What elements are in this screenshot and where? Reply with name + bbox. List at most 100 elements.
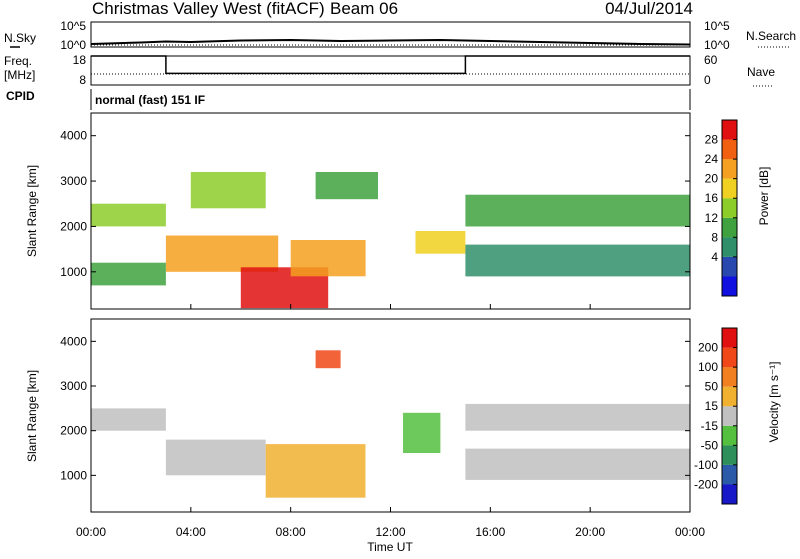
velocity-region — [165, 439, 266, 476]
velocity-colorbar-frame — [721, 327, 738, 505]
power-region — [165, 235, 279, 272]
power-colorbar-tick-label: 4 — [711, 250, 718, 264]
beam-title: Beam 06 — [330, 0, 398, 18]
velocity-colorbar-tick-label: 100 — [698, 360, 718, 374]
freq-tick-top: 18 — [73, 53, 87, 67]
velocity-colorbar-cell — [722, 464, 737, 485]
nave-label: Nave — [747, 65, 775, 79]
power-ytick-label: 4000 — [60, 129, 87, 143]
power-region — [91, 203, 166, 227]
velocity-colorbar-tick-label: -200 — [694, 477, 718, 491]
power-colorbar-cell — [722, 159, 737, 179]
power-region — [315, 172, 378, 200]
velocity-colorbar-cell — [722, 484, 737, 504]
freq-label-1: Freq. — [4, 54, 32, 68]
nsky-frame — [90, 21, 691, 48]
velocity-region — [315, 350, 341, 369]
velocity-yticks: 4000 3000 2000 1000 — [60, 334, 690, 482]
freq-label-2: [MHz] — [4, 68, 35, 82]
power-ytick-label: 1000 — [60, 265, 87, 279]
velocity-colorbar-cell — [722, 367, 737, 387]
freq-frame — [90, 55, 691, 86]
power-colorbar-cell — [722, 237, 737, 257]
x-axis-ticks: 00:00 04:00 08:00 12:00 16:00 20:00 00:00 — [76, 304, 705, 539]
velocity-colorbar-cell — [722, 406, 737, 426]
nsearch-tick-top: 10^5 — [704, 19, 730, 33]
power-yticks: 4000 3000 2000 1000 — [60, 129, 690, 279]
power-region — [415, 231, 466, 254]
x-tick-label: 20:00 — [575, 525, 605, 539]
velocity-colorbar: 200 100 50 15 -15 -50 -100 -200 — [694, 327, 738, 505]
nsearch-tick-bottom: 10^0 — [704, 38, 730, 52]
power-colorbar-tick-label: 16 — [705, 191, 719, 205]
power-colorbar-cell — [722, 120, 737, 140]
date-title: 04/Jul/2014 — [605, 0, 693, 18]
power-region — [465, 194, 690, 227]
nsky-label: N.Sky — [4, 31, 36, 45]
velocity-colorbar-tick-label: 15 — [705, 399, 719, 413]
nsky-line — [90, 38, 691, 46]
power-colorbar-tick-label: 8 — [711, 230, 718, 244]
power-region — [190, 172, 266, 209]
power-region — [91, 262, 166, 286]
power-ylabel: Slant Range [km] — [25, 165, 39, 257]
x-tick-label: 16:00 — [475, 525, 505, 539]
power-heatmap — [91, 172, 690, 309]
cpid-label: CPID — [6, 89, 35, 103]
velocity-colorbar-cell — [722, 445, 737, 465]
velocity-ytick-label: 3000 — [60, 379, 87, 393]
velocity-colorbar-tick-label: 50 — [705, 380, 719, 394]
velocity-ylabel: Slant Range [km] — [25, 370, 39, 462]
power-region — [290, 240, 366, 277]
station-title: Christmas Valley West (fitACF) — [92, 0, 325, 18]
velocity-ytick-label: 2000 — [60, 424, 87, 438]
nsky-tick-top: 10^5 — [60, 19, 86, 33]
nave-tick-bottom: 0 — [704, 73, 711, 87]
power-colorbar-tick-label: 20 — [705, 172, 719, 186]
velocity-region — [465, 403, 690, 431]
power-colorbar-cell — [722, 139, 737, 160]
nsky-tick-bottom: 10^0 — [60, 38, 86, 52]
power-colorbar-tick-label: 24 — [705, 152, 719, 166]
nave-tick-top: 60 — [704, 53, 718, 67]
nsky-panel: N.Sky 10^5 10^0 10^5 10^0 N.Search — [4, 19, 796, 52]
power-colorbar-cell — [722, 178, 737, 199]
cpid-panel: CPID normal (fast) 151 IF — [6, 89, 691, 110]
freq-line — [91, 55, 690, 75]
velocity-heatmap — [91, 350, 690, 498]
x-tick-label: 08:00 — [276, 525, 306, 539]
velocity-region — [91, 408, 166, 431]
power-colorbar-cell — [722, 256, 737, 277]
freq-tick-bottom: 8 — [79, 73, 86, 87]
power-ytick-label: 3000 — [60, 174, 87, 188]
velocity-ytick-label: 1000 — [60, 468, 87, 482]
x-tick-label: 12:00 — [375, 525, 405, 539]
power-colorbar-cell — [722, 217, 737, 238]
power-ytick-label: 2000 — [60, 219, 87, 233]
power-colorbar-tick-label: 28 — [705, 133, 719, 147]
cpid-value: normal (fast) 151 IF — [95, 93, 205, 107]
velocity-region — [265, 444, 366, 498]
power-colorbar-tick-label: 12 — [705, 211, 719, 225]
power-region — [465, 244, 690, 277]
velocity-colorbar-cell — [722, 328, 737, 348]
power-colorbar-cell — [722, 276, 737, 296]
velocity-colorbar-tick-label: 200 — [698, 341, 718, 355]
power-panel: 4000 3000 2000 1000 Slant Range [km] 28 24 20… — [25, 112, 771, 310]
velocity-colorbar-cell — [722, 386, 737, 407]
power-colorbar-frame — [721, 119, 738, 297]
power-colorbar-cell — [722, 198, 737, 218]
power-colorbar: 28 24 20 16 12 8 4 — [705, 119, 738, 297]
velocity-colorbar-label: Velocity [m s⁻¹] — [767, 361, 781, 442]
nsearch-label: N.Search — [746, 29, 796, 43]
velocity-colorbar-cell — [722, 347, 737, 368]
velocity-colorbar-cell — [722, 425, 737, 446]
velocity-colorbar-tick-label: -50 — [701, 438, 719, 452]
freq-panel: Freq. [MHz] 18 8 60 0 Nave — [4, 53, 775, 87]
velocity-ytick-label: 4000 — [60, 334, 87, 348]
velocity-panel: 4000 3000 2000 1000 Slant Range [km] 200 100… — [25, 318, 781, 513]
velocity-colorbar-tick-label: -15 — [701, 419, 719, 433]
power-colorbar-label: Power [dB] — [757, 167, 771, 226]
